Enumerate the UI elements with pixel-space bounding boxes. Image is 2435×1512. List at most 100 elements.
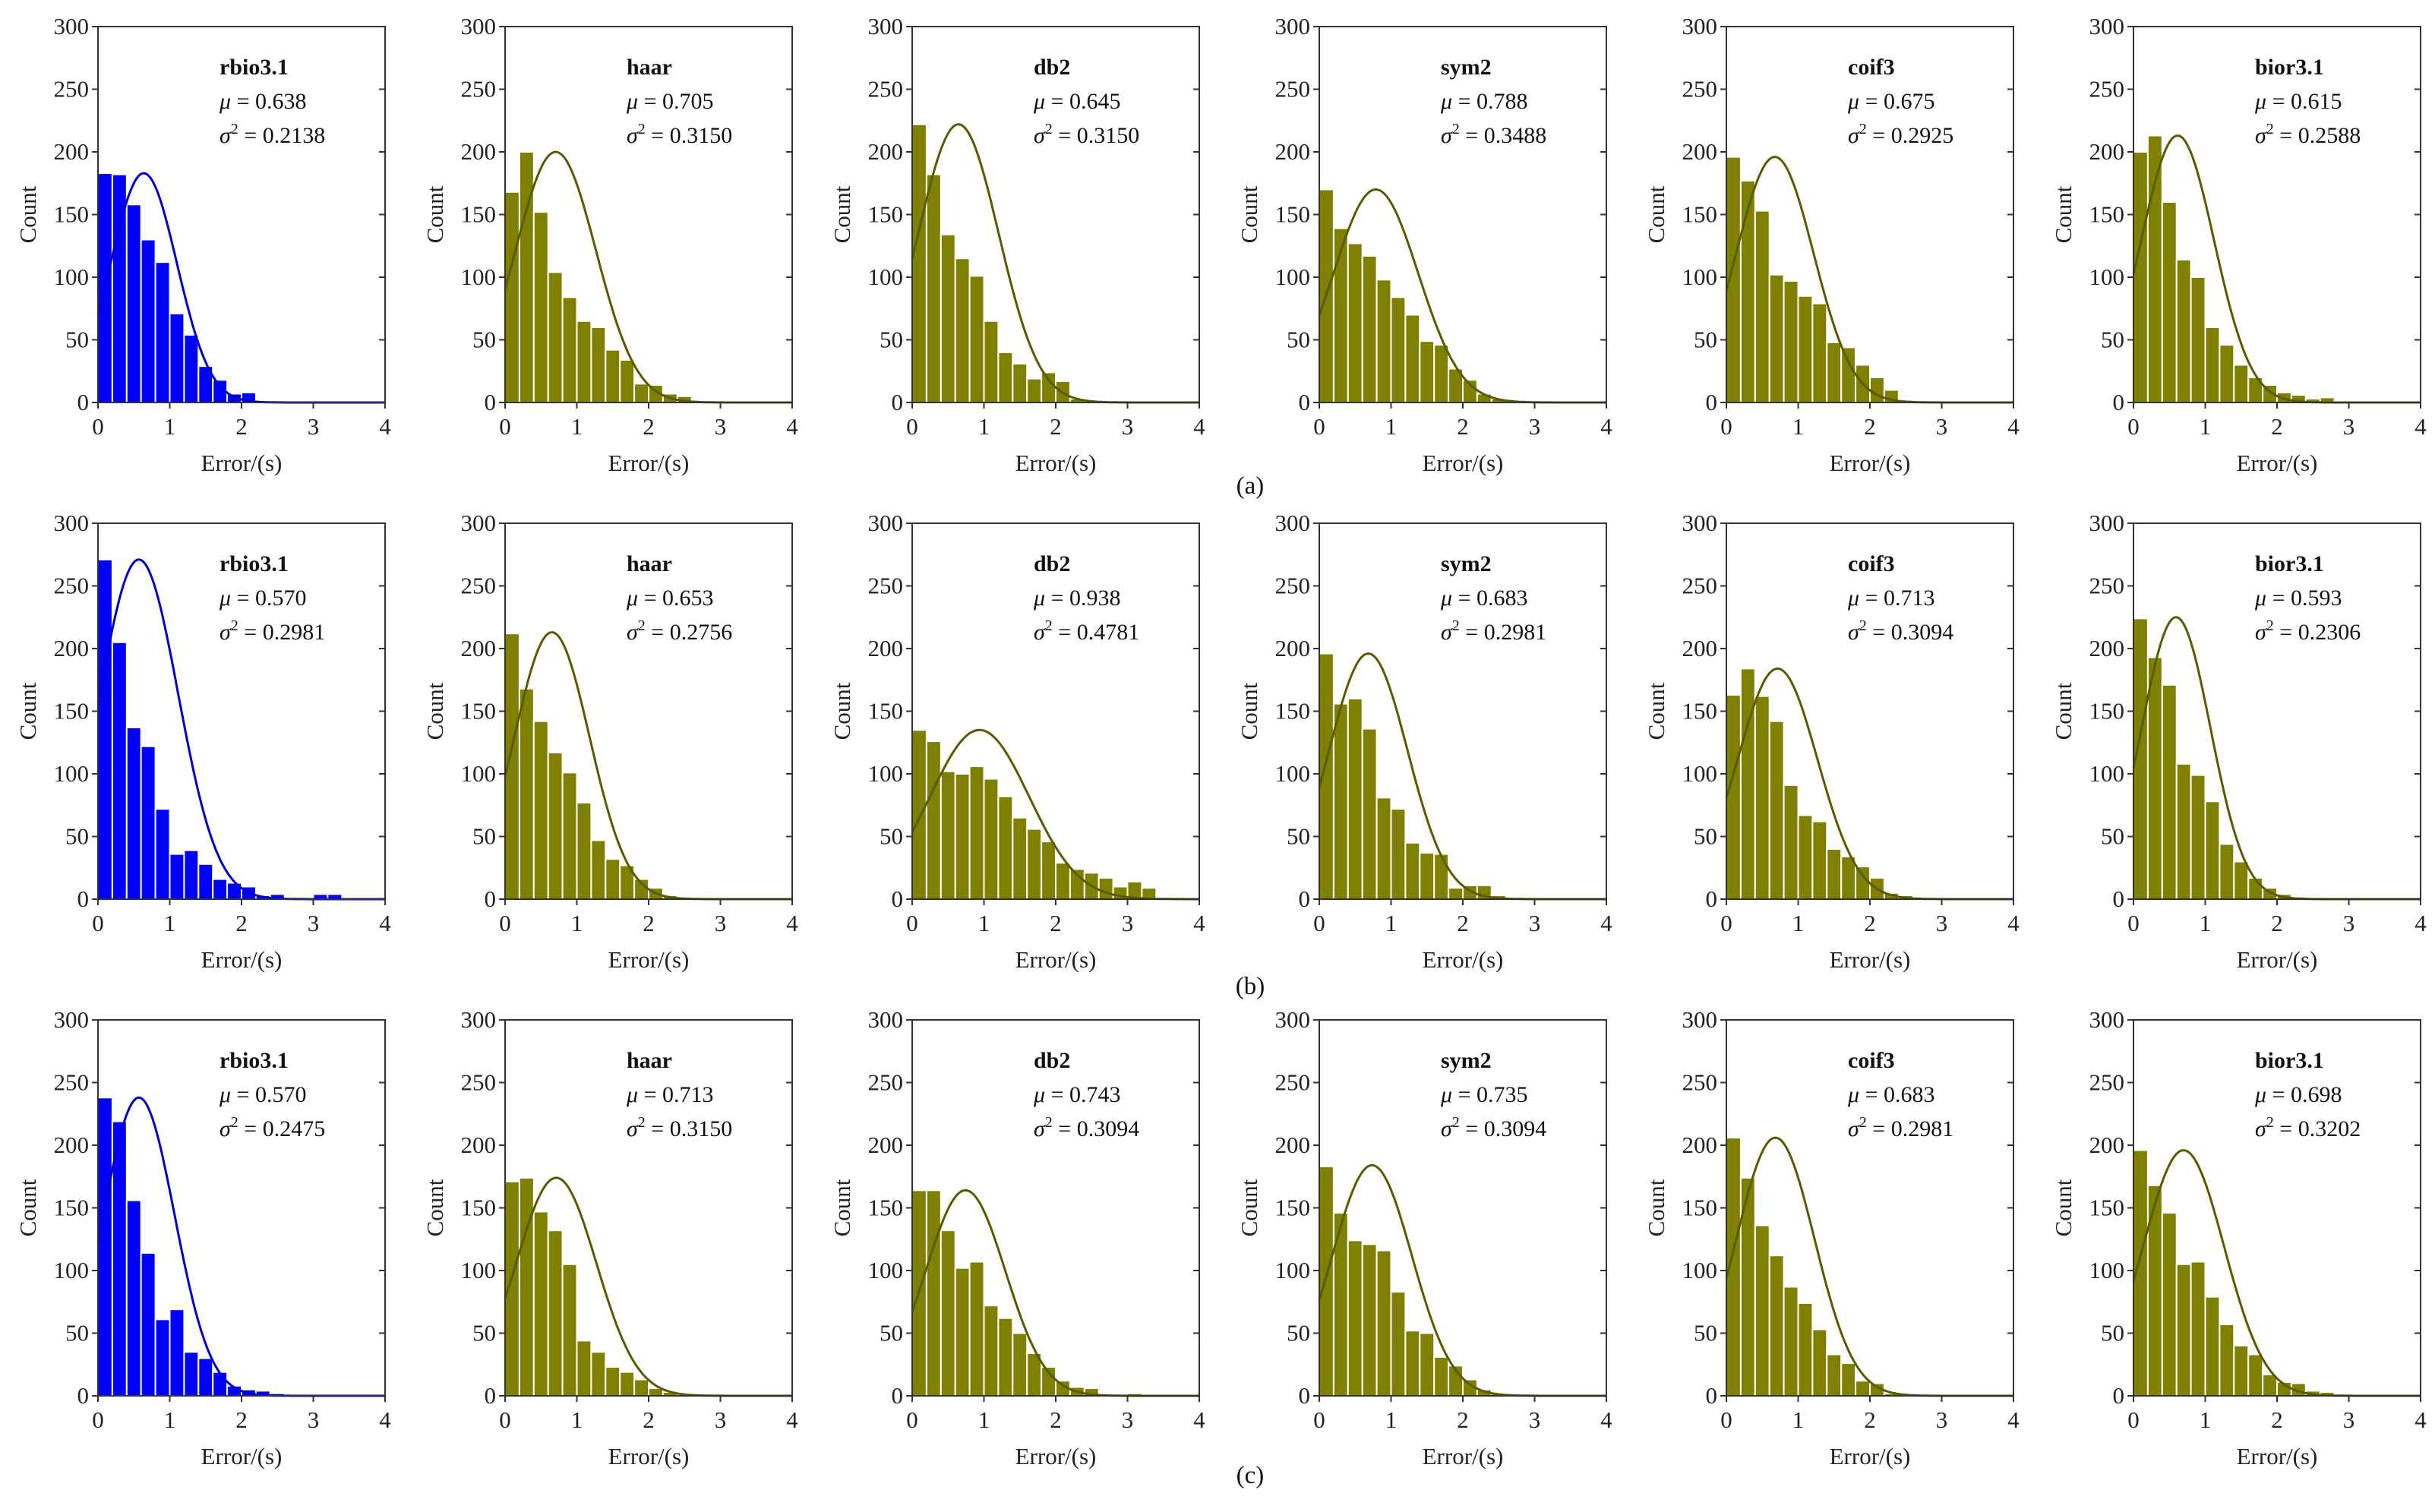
y-axis-label: Count <box>2050 682 2077 740</box>
x-tick-label: 3 <box>308 910 320 936</box>
x-tick-label: 2 <box>643 1406 655 1433</box>
mu-symbol: μ <box>1847 586 1859 611</box>
variance-value: = 0.3094 <box>1460 1116 1546 1141</box>
y-axis-label: Count <box>829 1179 855 1236</box>
histogram-bar <box>125 204 142 403</box>
histogram-panel-rbio31-b: 0 50 100 150 200 250 300 0 1 2 3 4 Error/(s) Count rbi… <box>14 510 391 973</box>
histogram-bar <box>605 858 621 900</box>
x-axis-label: Error/(s) <box>201 450 283 476</box>
histogram-bar <box>169 1308 185 1397</box>
histogram-bar <box>1826 1353 1843 1397</box>
mu-symbol: μ <box>1033 1082 1045 1107</box>
y-tick-label: 300 <box>2089 13 2125 39</box>
sigma-symbol: σ <box>1441 1116 1453 1141</box>
histogram-bar <box>2146 656 2163 900</box>
histogram-bar <box>1361 728 1378 900</box>
variance-annotation: σ2 = 0.3094 <box>1441 1114 1546 1141</box>
histogram-bar <box>1754 210 1770 403</box>
histogram-bar <box>1797 1302 1814 1397</box>
mean-annotation: μ = 0.713 <box>626 1082 713 1107</box>
histogram-bar <box>1797 814 1814 900</box>
y-tick-label: 0 <box>485 885 497 912</box>
panel-title: bior3.1 <box>2255 55 2324 80</box>
histogram-bar <box>97 1097 113 1397</box>
histogram-bar <box>212 1371 229 1397</box>
y-tick-label: 150 <box>1275 201 1311 228</box>
y-tick-label: 200 <box>54 138 90 165</box>
variance-value: = 0.2588 <box>2274 123 2361 148</box>
histogram-bar <box>140 238 156 403</box>
histogram-bar <box>997 352 1014 403</box>
histogram-bar <box>125 1199 142 1397</box>
histogram-bar <box>1739 179 1756 403</box>
x-tick-label: 3 <box>715 1406 727 1433</box>
variance-annotation: σ2 = 0.2981 <box>219 617 325 645</box>
histogram-bar <box>1855 866 1871 900</box>
sigma-symbol: σ <box>1034 1116 1046 1141</box>
histogram-bar <box>968 1261 985 1397</box>
y-tick-label: 50 <box>65 1320 89 1346</box>
histogram-bar <box>1811 820 1828 900</box>
y-tick-label: 250 <box>868 76 904 103</box>
histogram-bar <box>2161 1212 2178 1397</box>
variance-value: = 0.2981 <box>1867 1116 1953 1141</box>
histogram-bar <box>590 839 607 900</box>
y-tick-label: 300 <box>1682 13 1718 39</box>
sigma-symbol: σ <box>219 1116 232 1141</box>
histogram-bar <box>154 1318 171 1397</box>
x-tick-label: 1 <box>164 413 176 440</box>
histogram-bar <box>911 123 927 403</box>
x-tick-label: 0 <box>1313 910 1325 936</box>
y-tick-label: 100 <box>461 760 497 787</box>
x-axis-label: Error/(s) <box>1423 450 1504 476</box>
y-tick-label: 100 <box>2089 760 2125 787</box>
mean-value: = 0.713 <box>638 1082 713 1107</box>
mean-annotation: μ = 0.743 <box>1033 1082 1120 1107</box>
y-tick-label: 250 <box>1275 1069 1311 1096</box>
histogram-bar <box>1726 694 1742 900</box>
histogram-bar <box>547 751 564 901</box>
histogram-bar <box>1390 1291 1407 1397</box>
variance-annotation: σ2 = 0.2981 <box>1848 1114 1953 1141</box>
histogram-bar <box>2190 1261 2206 1397</box>
histogram-panel-sym2-c: 0 50 100 150 200 250 300 0 1 2 3 4 Error/(s) Count sym… <box>1236 1006 1612 1469</box>
mean-annotation: μ = 0.938 <box>1033 586 1120 611</box>
y-tick-label: 250 <box>461 573 497 599</box>
x-tick-label: 3 <box>1529 1406 1541 1433</box>
superscript-2: 2 <box>638 1114 646 1131</box>
histogram-bar <box>1840 346 1857 403</box>
x-tick-label: 3 <box>308 1406 320 1433</box>
mean-value: = 0.743 <box>1045 1082 1120 1107</box>
variance-annotation: σ2 = 0.2981 <box>1441 617 1546 645</box>
histogram-bar <box>2146 1184 2163 1397</box>
variance-annotation: σ2 = 0.2306 <box>2255 617 2361 645</box>
x-tick-label: 1 <box>164 1406 176 1433</box>
mean-value: = 0.683 <box>1452 586 1527 611</box>
x-tick-label: 1 <box>1385 1406 1398 1433</box>
histogram-bar <box>504 191 520 404</box>
superscript-2: 2 <box>1452 121 1460 137</box>
x-axis-label: Error/(s) <box>1830 1443 1911 1469</box>
x-tick-label: 2 <box>2271 1406 2283 1433</box>
x-tick-label: 4 <box>786 1406 798 1433</box>
variance-annotation: σ2 = 0.3094 <box>1034 1114 1139 1141</box>
x-tick-label: 4 <box>2414 910 2427 936</box>
y-tick-label: 0 <box>1299 1382 1311 1409</box>
y-tick-label: 300 <box>461 510 497 536</box>
sigma-symbol: σ <box>2255 123 2267 148</box>
y-tick-label: 250 <box>54 76 90 103</box>
x-axis-label: Error/(s) <box>608 946 690 973</box>
panel-title: db2 <box>1034 55 1070 80</box>
x-tick-label: 1 <box>978 1406 990 1433</box>
histogram-bar <box>1390 296 1407 403</box>
x-tick-label: 0 <box>2127 413 2140 440</box>
x-tick-label: 3 <box>1936 413 1948 440</box>
histogram-bar <box>2219 1323 2235 1397</box>
y-tick-label: 0 <box>485 1382 497 1409</box>
mean-value: = 0.683 <box>1859 1082 1934 1107</box>
row-caption: (a) <box>1236 472 1265 500</box>
x-tick-label: 0 <box>906 910 918 936</box>
histogram-panel-haar-c: 0 50 100 150 200 250 300 0 1 2 3 4 Error/(s) Count haa… <box>422 1006 798 1469</box>
y-tick-label: 100 <box>1275 760 1311 787</box>
histogram-bar <box>125 726 142 901</box>
